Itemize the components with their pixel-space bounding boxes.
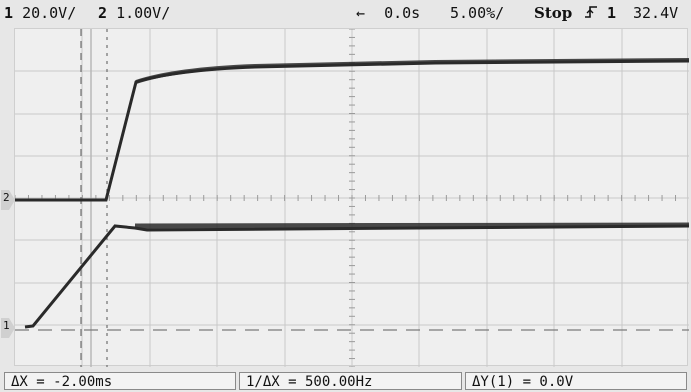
channel-2-ground-label: 2 <box>3 191 10 204</box>
delay-value: 0.0s <box>384 4 421 22</box>
delta-x-readout[interactable]: ΔX = -2.00ms <box>4 372 236 390</box>
channel-2-number: 2 <box>98 4 108 22</box>
channel-1-ground-marker[interactable]: 1 <box>1 318 15 338</box>
trigger-setting[interactable]: 1 <box>584 4 616 22</box>
trigger-edge-icon <box>585 6 597 18</box>
measurement-bar: ΔX = -2.00ms 1/ΔX = 500.00Hz ΔY(1) = 0.0… <box>0 370 691 392</box>
delta-y-readout[interactable]: ΔY(1) = 0.0V <box>465 372 687 390</box>
channel-2-setting[interactable]: 2 1.00V/ <box>98 4 170 22</box>
waveform-display[interactable]: 2 1 <box>1 28 690 368</box>
trigger-level[interactable]: 32.4V <box>633 4 679 22</box>
channel-1-scale: 20.0V/ <box>22 4 77 22</box>
delay-arrow-icon: ← <box>356 4 366 22</box>
timebase-setting[interactable]: 5.00%/ <box>450 4 505 22</box>
channel-1-trace <box>24 224 690 329</box>
delay-setting[interactable]: ← 0.0s <box>356 4 420 22</box>
channel-1-trace-noise <box>134 222 690 229</box>
run-state-indicator[interactable]: Stop <box>534 4 573 22</box>
inverse-delta-x-readout[interactable]: 1/ΔX = 500.00Hz <box>239 372 462 390</box>
trigger-source: 1 <box>607 4 617 22</box>
channel-2-trace-noise <box>135 58 690 84</box>
channel-2-ground-marker[interactable]: 2 <box>1 190 15 210</box>
graticule <box>14 28 690 368</box>
channel-2-scale: 1.00V/ <box>116 4 171 22</box>
channel-1-setting[interactable]: 1 20.0V/ <box>4 4 76 22</box>
channel-1-ground-label: 1 <box>3 319 10 332</box>
channel-1-number: 1 <box>4 4 14 22</box>
status-bar: 1 20.0V/ 2 1.00V/ ← 0.0s 5.00%/ Stop 1 3… <box>0 0 691 26</box>
